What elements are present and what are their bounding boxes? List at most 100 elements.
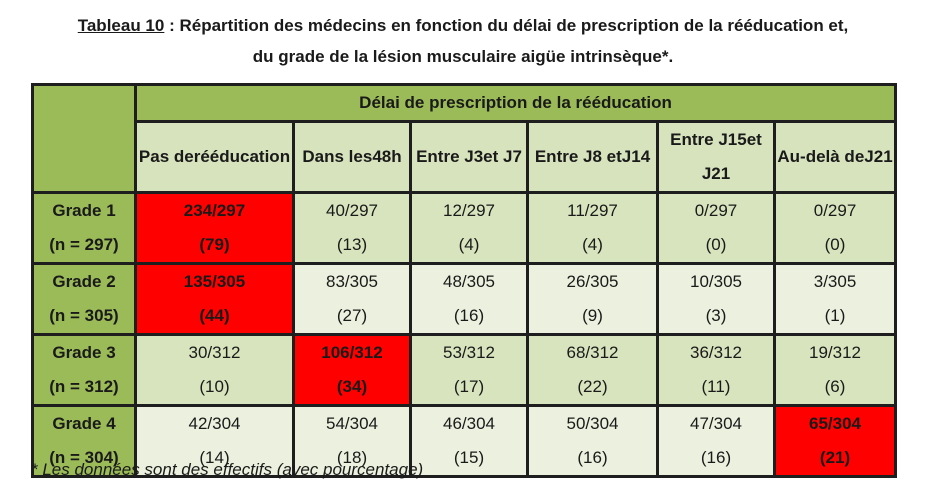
cell-count: 26/305 [566, 272, 619, 291]
highlighted-data-cell: 135/305 (44) [134, 262, 295, 336]
cell-count: 50/304 [566, 414, 619, 433]
cell-percentage: (14) [199, 448, 230, 467]
column-header-line: Au-delà de [777, 147, 865, 166]
grade-name: Grade 2 [52, 272, 116, 291]
grade-count: (n = 305) [49, 306, 119, 325]
data-cell: 3/305 (1) [772, 262, 898, 336]
cell-percentage: (0) [705, 235, 727, 254]
column-header: Dans les48h [292, 120, 412, 194]
data-cell: 47/304 (16) [656, 404, 776, 478]
cell-percentage: (16) [577, 448, 608, 467]
cell-percentage: (44) [199, 306, 230, 325]
table-caption: Tableau 10 : Répartition des médecins en… [0, 10, 926, 72]
column-header: Entre J15et J21 [656, 120, 776, 194]
grade-count: (n = 297) [49, 235, 119, 254]
data-cell: 0/297 (0) [772, 191, 898, 265]
cell-percentage: (10) [199, 377, 230, 396]
caption-label: Tableau 10 [77, 16, 165, 35]
data-cell: 11/297 (4) [526, 191, 659, 265]
cell-percentage: (79) [199, 235, 230, 254]
column-header-line: J21 [864, 147, 893, 166]
cell-percentage: (0) [824, 235, 846, 254]
highlighted-data-cell: 65/304 (21) [772, 404, 898, 478]
highlighted-data-cell: 106/312 (34) [292, 333, 412, 407]
grade-label-cell: Grade 2 (n = 305) [31, 262, 137, 336]
grade-name: Grade 4 [52, 414, 116, 433]
caption-text-1: : Répartition des médecins en fonction d… [164, 16, 849, 35]
data-cell: 12/297 (4) [409, 191, 529, 265]
data-cell: 36/312 (11) [656, 333, 776, 407]
cell-percentage: (27) [336, 306, 368, 325]
grade-label-cell: Grade 1 (n = 297) [31, 191, 137, 265]
cell-count: 135/305 [183, 272, 246, 291]
data-cell: 50/304 (16) [526, 404, 659, 478]
cell-percentage: (6) [824, 377, 846, 396]
cell-count: 46/304 [443, 414, 495, 433]
cell-percentage: (21) [819, 448, 851, 467]
cell-count: 53/312 [443, 343, 495, 362]
data-cell: 10/305 (3) [656, 262, 776, 336]
grade-label-cell: Grade 4 (n = 304) [31, 404, 137, 478]
highlighted-data-cell: 234/297 (79) [134, 191, 295, 265]
cell-count: 11/297 [567, 201, 618, 220]
column-header-line: Entre J15 [670, 130, 747, 149]
cell-count: 106/312 [321, 343, 383, 362]
column-header-line: rééducation [193, 147, 291, 166]
column-header-line: Entre J8 et [534, 147, 622, 166]
cell-percentage: (4) [458, 235, 480, 254]
data-cell: 46/304 (15) [409, 404, 529, 478]
grade-count: (n = 312) [49, 377, 119, 396]
cell-count: 42/304 [188, 414, 241, 433]
data-cell: 83/305 (27) [292, 262, 412, 336]
cell-percentage: (16) [453, 306, 485, 325]
column-header: Au-delà deJ21 [772, 120, 898, 194]
column-header-line: 48h [372, 147, 402, 166]
data-cell: 26/305 (9) [526, 262, 659, 336]
group-header: Délai de prescription de la rééducation [133, 83, 898, 123]
cell-count: 19/312 [809, 343, 862, 362]
column-header-line: Pas de [138, 147, 194, 166]
column-header-line: Entre J3 [416, 147, 484, 166]
column-header: Entre J8 etJ14 [526, 120, 659, 194]
column-header-line: Dans les [302, 147, 373, 166]
cell-count: 0/297 [694, 201, 738, 220]
caption-line-1: Tableau 10 : Répartition des médecins en… [0, 10, 926, 41]
data-cell: 68/312 (22) [526, 333, 659, 407]
table-row: Grade 1 (n = 297) 234/297 (79) 40/297 (13) 12/… [31, 191, 898, 265]
cell-count: 10/305 [690, 272, 742, 291]
table-row: Grade 4 (n = 304) 42/304 (14) 54/304 (18) 46/3… [31, 404, 898, 478]
data-cell: 40/297 (13) [292, 191, 412, 265]
column-header-row: Pas derééducation Dans les48h Entre J3et J… [33, 120, 898, 194]
data-cell: 48/305 (16) [409, 262, 529, 336]
grade-name: Grade 3 [52, 343, 116, 362]
cell-count: 3/305 [813, 272, 857, 291]
table-row: Grade 3 (n = 312) 30/312 (10) 106/312 (34) 53/… [31, 333, 898, 407]
footnote: * Les données sont des effectifs (avec p… [31, 460, 424, 479]
data-cell: 53/312 (17) [409, 333, 529, 407]
cell-percentage: (16) [700, 448, 732, 467]
cell-count: 47/304 [690, 414, 742, 433]
cell-percentage: (3) [705, 306, 727, 325]
cell-count: 0/297 [813, 201, 857, 220]
caption-line-2: du grade de la lésion musculaire aigüe i… [252, 47, 674, 66]
column-header: Pas derééducation [134, 120, 295, 194]
cell-count: 12/297 [443, 201, 495, 220]
data-cell: 54/304 (18) [292, 404, 412, 478]
data-cell: 42/304 (14) [134, 404, 295, 478]
data-cell: 0/297 (0) [656, 191, 776, 265]
grade-count: (n = 304) [49, 448, 119, 467]
cell-count: 65/304 [809, 414, 862, 433]
cell-count: 48/305 [443, 272, 495, 291]
cell-count: 36/312 [690, 343, 742, 362]
cell-percentage: (22) [577, 377, 608, 396]
data-table: Délai de prescription de la rééducation … [31, 83, 898, 478]
grade-name: Grade 1 [52, 201, 116, 220]
cell-count: 54/304 [326, 414, 378, 433]
cell-count: 68/312 [566, 343, 619, 362]
column-header-line: et J21 [701, 130, 762, 183]
cell-count: 30/312 [188, 343, 241, 362]
table-row: Grade 2 (n = 305) 135/305 (44) 83/305 (27) 48/… [31, 262, 898, 336]
grade-label-cell: Grade 3 (n = 312) [31, 333, 137, 407]
cell-percentage: (1) [824, 306, 846, 325]
table-body: Grade 1 (n = 297) 234/297 (79) 40/297 (13) 12/… [31, 191, 898, 478]
